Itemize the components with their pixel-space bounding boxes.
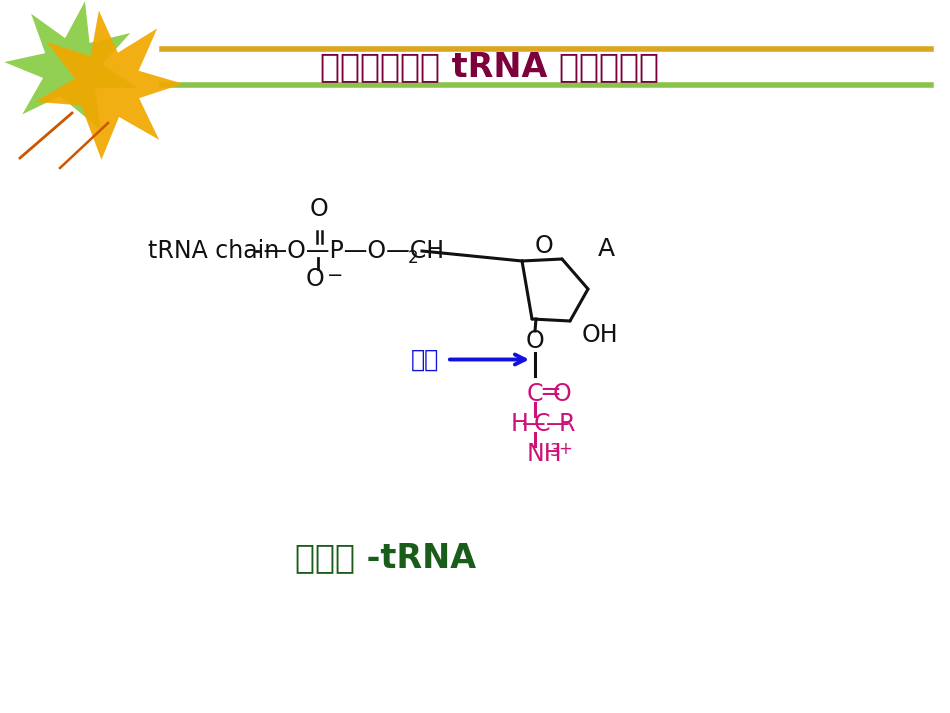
Text: −: − [327, 267, 343, 285]
Text: 3: 3 [550, 442, 560, 460]
Text: O: O [306, 267, 324, 291]
Text: =: = [539, 380, 561, 406]
Text: 一、氨基酸与 tRNA 的连接过程: 一、氨基酸与 tRNA 的连接过程 [320, 51, 659, 83]
Text: O: O [553, 382, 572, 406]
Text: +: + [558, 440, 572, 458]
Text: —O—P—O—CH: —O—P—O—CH [256, 239, 444, 263]
Text: OH: OH [582, 323, 618, 347]
Text: 酵键: 酵键 [410, 347, 439, 371]
Text: C: C [534, 412, 550, 436]
Text: —: — [522, 412, 545, 436]
Text: C: C [527, 382, 543, 406]
Text: O: O [525, 329, 544, 353]
Text: O: O [535, 234, 553, 258]
Text: —: — [546, 412, 570, 436]
Text: O: O [310, 197, 329, 221]
Text: H: H [511, 412, 529, 436]
Text: NH: NH [527, 442, 562, 466]
Text: A: A [598, 237, 616, 261]
Text: 氨基酰 -tRNA: 氨基酰 -tRNA [295, 541, 476, 575]
Polygon shape [4, 1, 137, 130]
Text: R: R [559, 412, 576, 436]
Text: 2: 2 [408, 249, 419, 267]
Polygon shape [35, 11, 183, 160]
Text: tRNA chain: tRNA chain [148, 239, 279, 263]
